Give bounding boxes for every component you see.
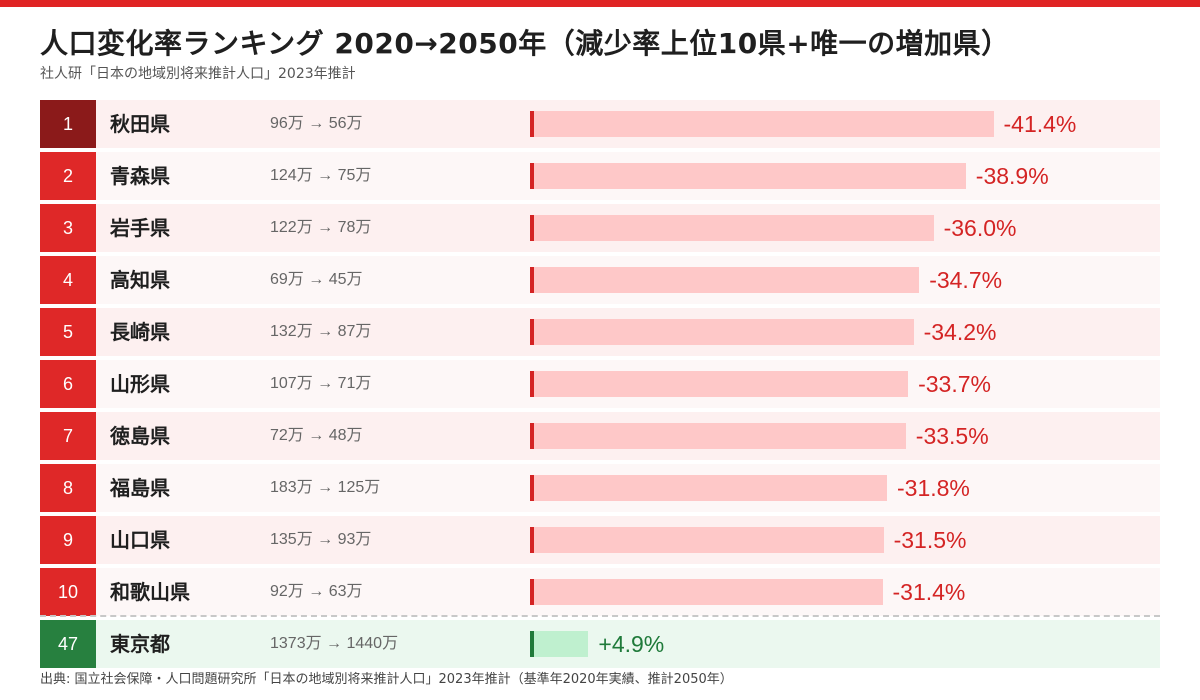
decrease-bar	[534, 423, 906, 449]
top-accent-bar	[0, 0, 1200, 7]
decrease-bar	[534, 163, 966, 189]
decrease-bar	[534, 527, 884, 553]
population-change: 132万 → 87万	[270, 323, 372, 340]
decrease-bar	[534, 371, 909, 397]
decrease-bar	[534, 215, 934, 241]
value-label: -31.8%	[897, 475, 970, 501]
chart-row: 47 東京都 1373万 → 1440万 +4.9%	[40, 620, 1160, 668]
prefecture-name: 和歌山県	[110, 580, 190, 604]
bar-baseline-tick	[530, 527, 534, 553]
prefecture-name: 青森県	[110, 164, 170, 188]
chart-row: 9 山口県 135万 → 93万 -31.5%	[40, 516, 1160, 564]
population-change: 92万 → 63万	[270, 583, 363, 600]
value-label: -31.5%	[893, 527, 967, 553]
value-label: -41.4%	[1003, 111, 1077, 137]
chart-row: 5 長崎県 132万 → 87万 -34.2%	[40, 308, 1160, 356]
rank-badge: 47	[40, 620, 96, 668]
value-label: -33.5%	[915, 423, 989, 449]
prefecture-name: 山形県	[110, 372, 170, 396]
value-label: -33.7%	[918, 371, 991, 397]
population-change: 135万 → 93万	[270, 531, 372, 548]
prefecture-name: 岩手県	[110, 216, 170, 240]
prefecture-name: 長崎県	[110, 320, 170, 344]
value-label: -31.4%	[892, 579, 966, 605]
prefecture-name: 山口県	[110, 528, 170, 552]
bar-baseline-tick	[530, 423, 534, 449]
prefecture-name: 東京都	[110, 632, 170, 656]
chart-row: 7 徳島県 72万 → 48万 -33.5%	[40, 412, 1160, 460]
bar-baseline-tick	[530, 319, 534, 345]
bar-baseline-tick	[530, 475, 534, 501]
population-change: 1373万 → 1440万	[270, 635, 399, 652]
chart-row: 2 青森県 124万 → 75万 -38.9%	[40, 152, 1160, 200]
population-change: 96万 → 56万	[270, 115, 363, 132]
population-change: 72万 → 48万	[270, 427, 363, 444]
rank-badge: 10	[40, 568, 96, 616]
rank-badge: 5	[40, 308, 96, 356]
bar-baseline-tick	[530, 111, 534, 137]
prefecture-name: 秋田県	[110, 112, 170, 136]
increase-bar	[534, 631, 589, 657]
decrease-bar	[534, 475, 887, 501]
rank-badge: 4	[40, 256, 96, 304]
increase-divider	[40, 615, 1160, 617]
chart-subtitle: 社人研「日本の地域別将来推計人口」2023年推計	[40, 66, 356, 82]
rank-badge: 8	[40, 464, 96, 512]
value-label: +4.9%	[598, 631, 665, 657]
value-label: -36.0%	[943, 215, 1017, 241]
prefecture-name: 福島県	[110, 476, 170, 500]
chart-row: 6 山形県 107万 → 71万 -33.7%	[40, 360, 1160, 408]
bar-baseline-tick	[530, 267, 534, 293]
source-note: 出典: 国立社会保障・人口問題研究所「日本の地域別将来推計人口」2023年推計（…	[40, 672, 733, 687]
value-label: -38.9%	[975, 163, 1049, 189]
chart-row: 10 和歌山県 92万 → 63万 -31.4%	[40, 568, 1160, 616]
rank-badge: 2	[40, 152, 96, 200]
chart-row: 1 秋田県 96万 → 56万 -41.4%	[40, 100, 1160, 148]
bar-baseline-tick	[530, 631, 534, 657]
decrease-bar	[534, 111, 994, 137]
decrease-bar	[534, 267, 920, 293]
value-label: -34.2%	[923, 319, 997, 345]
value-label: -34.7%	[929, 267, 1003, 293]
population-change: 122万 → 78万	[270, 219, 372, 236]
decrease-bar	[534, 579, 883, 605]
chart-row: 3 岩手県 122万 → 78万 -36.0%	[40, 204, 1160, 252]
prefecture-name: 徳島県	[110, 424, 170, 448]
bar-baseline-tick	[530, 579, 534, 605]
decrease-bar	[534, 319, 914, 345]
population-change: 69万 → 45万	[270, 271, 363, 288]
population-change: 107万 → 71万	[270, 375, 372, 392]
chart-row: 8 福島県 183万 → 125万 -31.8%	[40, 464, 1160, 512]
chart-row: 4 高知県 69万 → 45万 -34.7%	[40, 256, 1160, 304]
rank-badge: 7	[40, 412, 96, 460]
bar-baseline-tick	[530, 371, 534, 397]
rank-badge: 9	[40, 516, 96, 564]
chart-title: 人口変化率ランキング 2020→2050年（減少率上位10県+唯一の増加県）	[40, 27, 1010, 60]
bar-baseline-tick	[530, 215, 534, 241]
rank-badge: 6	[40, 360, 96, 408]
population-change: 124万 → 75万	[270, 167, 372, 184]
rank-badge: 1	[40, 100, 96, 148]
bar-baseline-tick	[530, 163, 534, 189]
prefecture-name: 高知県	[110, 268, 170, 292]
rank-badge: 3	[40, 204, 96, 252]
population-change: 183万 → 125万	[270, 479, 381, 496]
